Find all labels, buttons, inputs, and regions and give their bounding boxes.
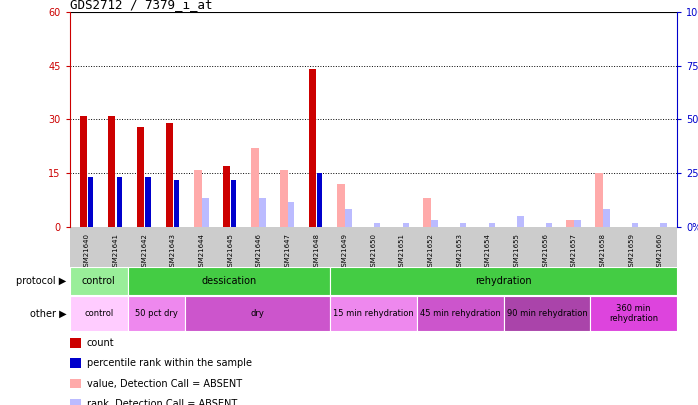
Bar — [280, 170, 288, 227]
Text: dry: dry — [251, 309, 265, 318]
Bar — [88, 177, 94, 227]
Bar — [288, 202, 295, 227]
Bar — [70, 399, 81, 405]
Text: GDS2712 / 7379_i_at: GDS2712 / 7379_i_at — [70, 0, 212, 11]
Bar — [595, 173, 603, 227]
Bar — [194, 170, 202, 227]
Bar — [337, 184, 345, 227]
Text: 45 min rehydration: 45 min rehydration — [419, 309, 500, 318]
Bar — [346, 209, 352, 227]
Bar — [128, 296, 186, 331]
Text: value, Detection Call = ABSENT: value, Detection Call = ABSENT — [87, 379, 242, 388]
Bar — [70, 338, 81, 348]
Bar — [117, 177, 122, 227]
Bar — [318, 173, 322, 227]
Bar — [80, 116, 87, 227]
Bar — [70, 296, 128, 331]
Text: protocol ▶: protocol ▶ — [16, 276, 66, 286]
Bar — [128, 267, 330, 295]
Bar — [460, 223, 466, 227]
Bar — [165, 123, 173, 227]
Text: control: control — [84, 309, 113, 318]
Text: count: count — [87, 338, 114, 348]
Bar — [423, 198, 431, 227]
Bar — [260, 198, 266, 227]
Bar — [574, 220, 581, 227]
Text: dessication: dessication — [201, 276, 256, 286]
Bar — [251, 148, 259, 227]
Bar — [70, 267, 128, 295]
Text: 360 min
rehydration: 360 min rehydration — [609, 304, 658, 323]
Bar — [223, 166, 230, 227]
Bar — [330, 296, 417, 331]
Text: rank, Detection Call = ABSENT: rank, Detection Call = ABSENT — [87, 399, 237, 405]
Bar — [546, 223, 552, 227]
Bar — [566, 220, 574, 227]
Text: 50 pct dry: 50 pct dry — [135, 309, 178, 318]
Bar — [70, 358, 81, 368]
Bar — [489, 223, 495, 227]
Bar — [374, 223, 380, 227]
Bar — [70, 379, 81, 388]
Bar — [417, 296, 503, 331]
Bar — [403, 223, 409, 227]
Text: percentile rank within the sample: percentile rank within the sample — [87, 358, 252, 368]
Bar — [232, 180, 237, 227]
Bar — [174, 180, 179, 227]
Bar — [632, 223, 638, 227]
Text: 15 min rehydration: 15 min rehydration — [333, 309, 414, 318]
Bar — [186, 296, 330, 331]
Text: 90 min rehydration: 90 min rehydration — [507, 309, 587, 318]
Bar — [137, 127, 144, 227]
Bar — [603, 209, 609, 227]
Bar — [517, 216, 524, 227]
Text: control: control — [82, 276, 116, 286]
Bar — [330, 267, 677, 295]
Bar — [108, 116, 115, 227]
Bar — [503, 296, 591, 331]
Bar — [431, 220, 438, 227]
Bar — [309, 69, 316, 227]
Bar — [145, 177, 151, 227]
Bar — [202, 198, 209, 227]
Text: other ▶: other ▶ — [30, 309, 66, 319]
Bar — [660, 223, 667, 227]
Bar — [591, 296, 677, 331]
Text: rehydration: rehydration — [475, 276, 532, 286]
